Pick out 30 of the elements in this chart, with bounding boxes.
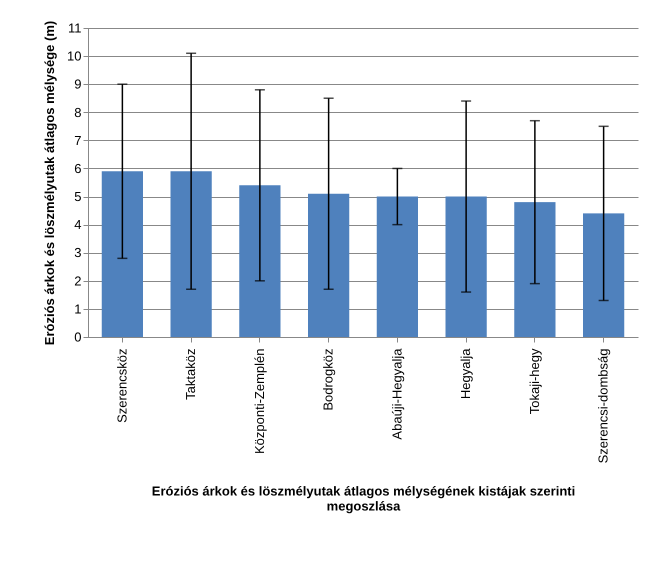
y-tick-label: 5 xyxy=(74,189,82,204)
bar xyxy=(583,213,624,337)
x-tick-label: Abaúji-Hegyalja xyxy=(389,348,404,440)
x-tick-label: Szerencsköz xyxy=(114,348,130,423)
y-tick-label: 0 xyxy=(74,330,82,344)
y-tick-label: 2 xyxy=(74,273,82,288)
y-tick-label: 11 xyxy=(68,20,82,36)
x-tick-label: Központi-Zemplén xyxy=(252,348,267,454)
bar xyxy=(514,202,556,337)
bar xyxy=(308,194,350,337)
x-tick-label: Szerencsi-dombság xyxy=(596,348,611,464)
y-tick-label: 1 xyxy=(74,301,82,316)
y-tick-label: 6 xyxy=(74,160,82,176)
bar xyxy=(170,171,212,337)
y-tick-label: 4 xyxy=(74,217,82,232)
y-tick-label: 3 xyxy=(74,245,82,260)
x-tick-label: Tokaji-hegy xyxy=(526,348,542,414)
y-tick-label: 10 xyxy=(67,48,82,64)
y-tick-label: 7 xyxy=(74,132,82,148)
bar xyxy=(376,196,418,337)
x-axis-title: Eróziós árkok és löszmélyutak átlagos mélységének kistájak szerinti megoszlása xyxy=(152,483,576,514)
y-axis-title: Eróziós árkok és löszmélyutak átlagos mélysége (m) xyxy=(42,20,58,346)
bar xyxy=(239,185,280,337)
y-tick-label: 9 xyxy=(74,76,82,92)
bar xyxy=(102,171,143,337)
bar xyxy=(446,196,487,337)
y-tick-label: 8 xyxy=(74,104,82,120)
x-tick-label: Bodrogköz xyxy=(320,348,336,411)
x-tick-label: Taktaköz xyxy=(183,348,198,400)
x-tick-label: Hegyalja xyxy=(458,348,474,400)
